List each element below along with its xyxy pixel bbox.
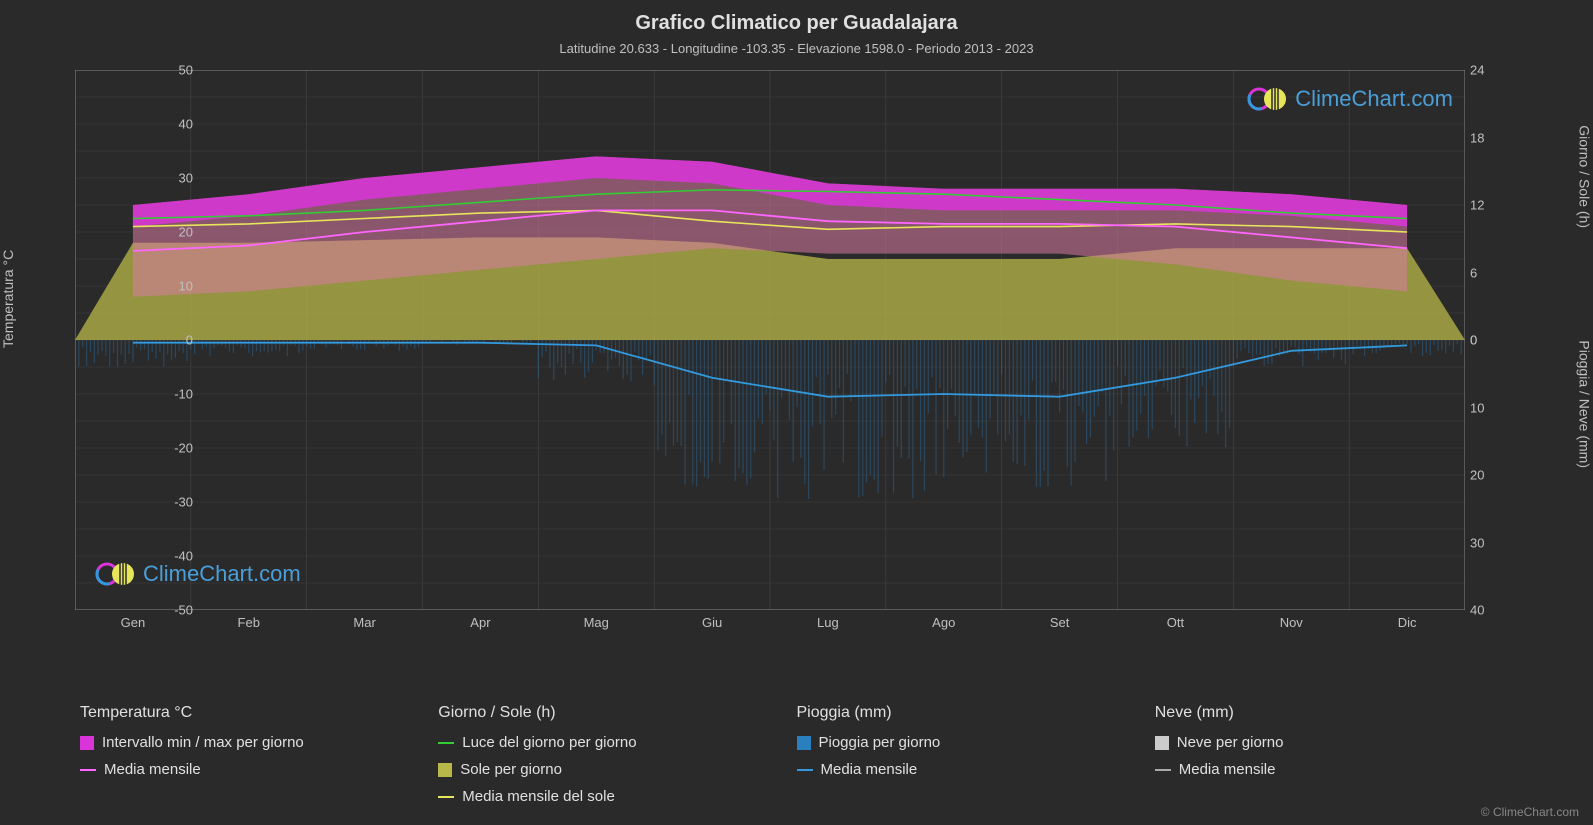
- legend-item: Media mensile: [797, 761, 1155, 778]
- chart-subtitle: Latitudine 20.633 - Longitudine -103.35 …: [0, 35, 1593, 56]
- y-left-tick: 10: [143, 279, 193, 294]
- legend-group: Temperatura °C Intervallo min / max per g…: [80, 704, 438, 815]
- x-month-tick: Mar: [353, 615, 375, 630]
- legend-swatch: [1155, 736, 1169, 750]
- legend-item: Sole per giorno: [438, 761, 796, 778]
- y-left-tick: -30: [143, 495, 193, 510]
- legend-group: Pioggia (mm) Pioggia per giorno Media mens…: [797, 704, 1155, 815]
- legend-label: Intervallo min / max per giorno: [102, 734, 304, 751]
- watermark-top: ClimeChart.com: [1247, 85, 1453, 113]
- x-month-tick: Apr: [470, 615, 490, 630]
- y-left-tick: -10: [143, 387, 193, 402]
- x-month-tick: Ago: [932, 615, 955, 630]
- y-left-tick: 40: [143, 117, 193, 132]
- legend: Temperatura °C Intervallo min / max per g…: [80, 704, 1513, 815]
- y-axis-right-top-label: Giorno / Sole (h): [1577, 125, 1593, 228]
- copyright: © ClimeChart.com: [1481, 805, 1579, 819]
- x-month-tick: Feb: [238, 615, 260, 630]
- legend-swatch: [80, 736, 94, 750]
- legend-label: Media mensile del sole: [462, 788, 615, 805]
- y-left-tick: 0: [143, 333, 193, 348]
- legend-group-title: Pioggia (mm): [797, 704, 1155, 722]
- legend-label: Media mensile: [104, 761, 201, 778]
- legend-swatch: [797, 736, 811, 750]
- legend-swatch: [438, 796, 454, 798]
- y-axis-right-bottom-label: Pioggia / Neve (mm): [1577, 340, 1593, 468]
- legend-swatch: [80, 769, 96, 771]
- legend-label: Luce del giorno per giorno: [462, 734, 636, 751]
- climate-chart-container: Grafico Climatico per Guadalajara Latitu…: [0, 0, 1593, 825]
- y-right-bottom-tick: 10: [1470, 400, 1510, 415]
- legend-group-title: Temperatura °C: [80, 704, 438, 722]
- x-month-tick: Nov: [1280, 615, 1303, 630]
- legend-item: Media mensile: [1155, 761, 1513, 778]
- legend-swatch: [1155, 769, 1171, 771]
- legend-group: Neve (mm) Neve per giorno Media mensile: [1155, 704, 1513, 815]
- climechart-logo-icon: [95, 560, 137, 588]
- x-month-tick: Mag: [584, 615, 609, 630]
- y-right-bottom-tick: 40: [1470, 603, 1510, 618]
- legend-item: Neve per giorno: [1155, 734, 1513, 751]
- y-right-top-tick: 18: [1470, 130, 1510, 145]
- legend-label: Media mensile: [821, 761, 918, 778]
- legend-label: Sole per giorno: [460, 761, 562, 778]
- y-right-top-tick: 24: [1470, 63, 1510, 78]
- y-left-tick: 30: [143, 171, 193, 186]
- chart-title: Grafico Climatico per Guadalajara: [0, 0, 1593, 35]
- y-left-tick: -50: [143, 603, 193, 618]
- y-right-bottom-tick: 30: [1470, 535, 1510, 550]
- x-month-tick: Gen: [121, 615, 146, 630]
- legend-item: Pioggia per giorno: [797, 734, 1155, 751]
- watermark-bottom: ClimeChart.com: [95, 560, 301, 588]
- y-right-bottom-tick: 20: [1470, 468, 1510, 483]
- chart-plot: [75, 70, 1465, 610]
- legend-swatch: [797, 769, 813, 771]
- legend-item: Media mensile: [80, 761, 438, 778]
- x-month-tick: Dic: [1398, 615, 1417, 630]
- legend-group-title: Neve (mm): [1155, 704, 1513, 722]
- x-month-tick: Set: [1050, 615, 1070, 630]
- legend-label: Pioggia per giorno: [819, 734, 941, 751]
- x-month-tick: Lug: [817, 615, 839, 630]
- y-right-top-tick: 6: [1470, 265, 1510, 280]
- x-month-tick: Giu: [702, 615, 722, 630]
- legend-swatch: [438, 742, 454, 744]
- x-month-tick: Ott: [1167, 615, 1184, 630]
- y-left-tick: 20: [143, 225, 193, 240]
- climechart-logo-icon: [1247, 85, 1289, 113]
- legend-group: Giorno / Sole (h) Luce del giorno per gio…: [438, 704, 796, 815]
- y-axis-left-label: Temperatura °C: [0, 250, 16, 348]
- legend-swatch: [438, 763, 452, 777]
- legend-group-title: Giorno / Sole (h): [438, 704, 796, 722]
- legend-label: Neve per giorno: [1177, 734, 1284, 751]
- legend-item: Media mensile del sole: [438, 788, 796, 805]
- y-left-tick: 50: [143, 63, 193, 78]
- y-right-bottom-tick: 0: [1470, 333, 1510, 348]
- y-left-tick: -20: [143, 441, 193, 456]
- legend-item: Intervallo min / max per giorno: [80, 734, 438, 751]
- legend-label: Media mensile: [1179, 761, 1276, 778]
- y-right-top-tick: 12: [1470, 198, 1510, 213]
- legend-item: Luce del giorno per giorno: [438, 734, 796, 751]
